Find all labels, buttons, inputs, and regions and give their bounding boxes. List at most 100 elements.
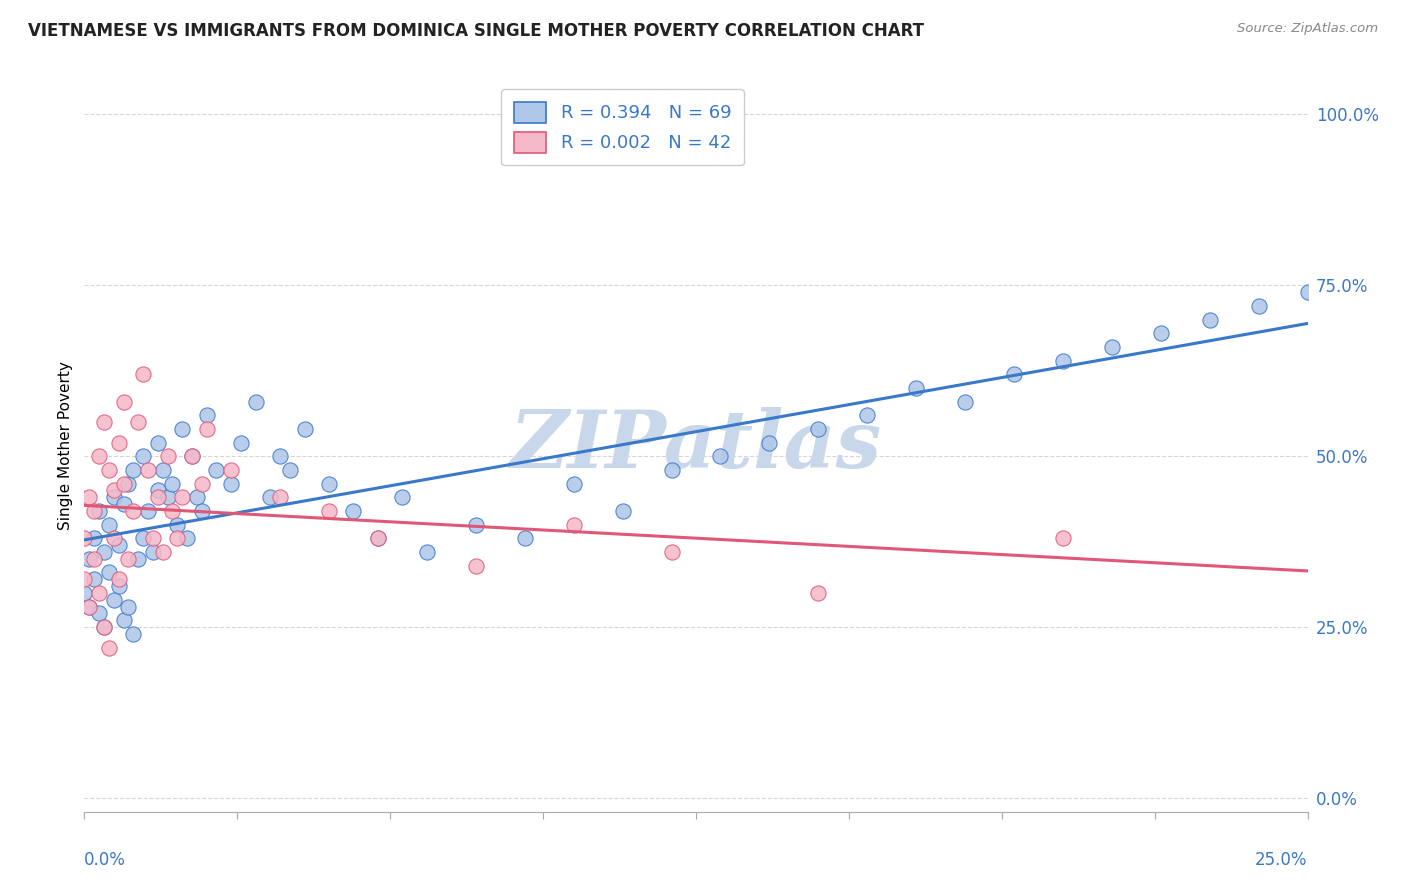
Point: [87, 586, 110, 600]
Point: [146, 435, 169, 450]
Point: [122, 463, 145, 477]
Point: [905, 381, 928, 395]
Point: [107, 572, 129, 586]
Point: [612, 504, 634, 518]
Point: [807, 422, 830, 436]
Point: [195, 409, 218, 423]
Point: [1002, 368, 1025, 382]
Point: [112, 497, 135, 511]
Point: [77, 599, 100, 614]
Point: [122, 627, 145, 641]
Point: [97, 640, 120, 655]
Point: [103, 592, 125, 607]
Point: [77, 599, 100, 614]
Point: [807, 586, 830, 600]
Point: [219, 476, 242, 491]
Point: [83, 531, 105, 545]
Point: [87, 607, 110, 621]
Point: [758, 435, 780, 450]
Point: [83, 504, 105, 518]
Point: [181, 449, 204, 463]
Point: [112, 613, 135, 627]
Point: [93, 545, 115, 559]
Point: [103, 483, 125, 498]
Point: [73, 572, 96, 586]
Point: [83, 551, 105, 566]
Point: [219, 463, 242, 477]
Point: [87, 449, 110, 463]
Text: VIETNAMESE VS IMMIGRANTS FROM DOMINICA SINGLE MOTHER POVERTY CORRELATION CHART: VIETNAMESE VS IMMIGRANTS FROM DOMINICA S…: [28, 22, 924, 40]
Point: [464, 517, 486, 532]
Point: [269, 449, 291, 463]
Point: [172, 490, 194, 504]
Point: [73, 531, 96, 545]
Point: [107, 538, 129, 552]
Point: [83, 572, 105, 586]
Point: [156, 449, 179, 463]
Y-axis label: Single Mother Poverty: Single Mother Poverty: [58, 361, 73, 531]
Point: [97, 566, 120, 580]
Point: [661, 545, 683, 559]
Point: [117, 551, 139, 566]
Point: [176, 531, 198, 545]
Point: [416, 545, 439, 559]
Point: [191, 504, 214, 518]
Point: [1296, 285, 1319, 300]
Point: [166, 517, 188, 532]
Point: [156, 490, 179, 504]
Point: [77, 490, 100, 504]
Legend: R = 0.394   N = 69, R = 0.002   N = 42: R = 0.394 N = 69, R = 0.002 N = 42: [501, 89, 744, 165]
Point: [856, 409, 879, 423]
Point: [103, 531, 125, 545]
Point: [122, 504, 145, 518]
Point: [953, 394, 976, 409]
Point: [1052, 531, 1074, 545]
Point: [464, 558, 486, 573]
Point: [146, 490, 169, 504]
Point: [1150, 326, 1173, 341]
Point: [107, 579, 129, 593]
Point: [132, 449, 155, 463]
Text: ZIPatlas: ZIPatlas: [510, 408, 882, 484]
Point: [152, 463, 174, 477]
Point: [93, 620, 115, 634]
Point: [136, 504, 159, 518]
Point: [146, 483, 169, 498]
Point: [152, 545, 174, 559]
Point: [103, 490, 125, 504]
Point: [97, 463, 120, 477]
Point: [661, 463, 683, 477]
Point: [181, 449, 204, 463]
Point: [77, 551, 100, 566]
Point: [136, 463, 159, 477]
Point: [342, 504, 364, 518]
Point: [117, 476, 139, 491]
Point: [93, 620, 115, 634]
Point: [269, 490, 291, 504]
Point: [166, 531, 188, 545]
Point: [142, 531, 165, 545]
Point: [1052, 353, 1074, 368]
Point: [562, 476, 585, 491]
Point: [127, 551, 149, 566]
Point: [117, 599, 139, 614]
Point: [1101, 340, 1123, 354]
Point: [127, 415, 149, 429]
Point: [391, 490, 413, 504]
Point: [132, 368, 155, 382]
Point: [709, 449, 731, 463]
Point: [172, 422, 194, 436]
Point: [367, 531, 389, 545]
Point: [97, 517, 120, 532]
Point: [245, 394, 267, 409]
Point: [367, 531, 389, 545]
Point: [142, 545, 165, 559]
Text: Source: ZipAtlas.com: Source: ZipAtlas.com: [1237, 22, 1378, 36]
Text: 25.0%: 25.0%: [1256, 851, 1308, 869]
Point: [162, 504, 184, 518]
Point: [132, 531, 155, 545]
Point: [162, 476, 184, 491]
Point: [205, 463, 228, 477]
Point: [229, 435, 252, 450]
Point: [191, 476, 214, 491]
